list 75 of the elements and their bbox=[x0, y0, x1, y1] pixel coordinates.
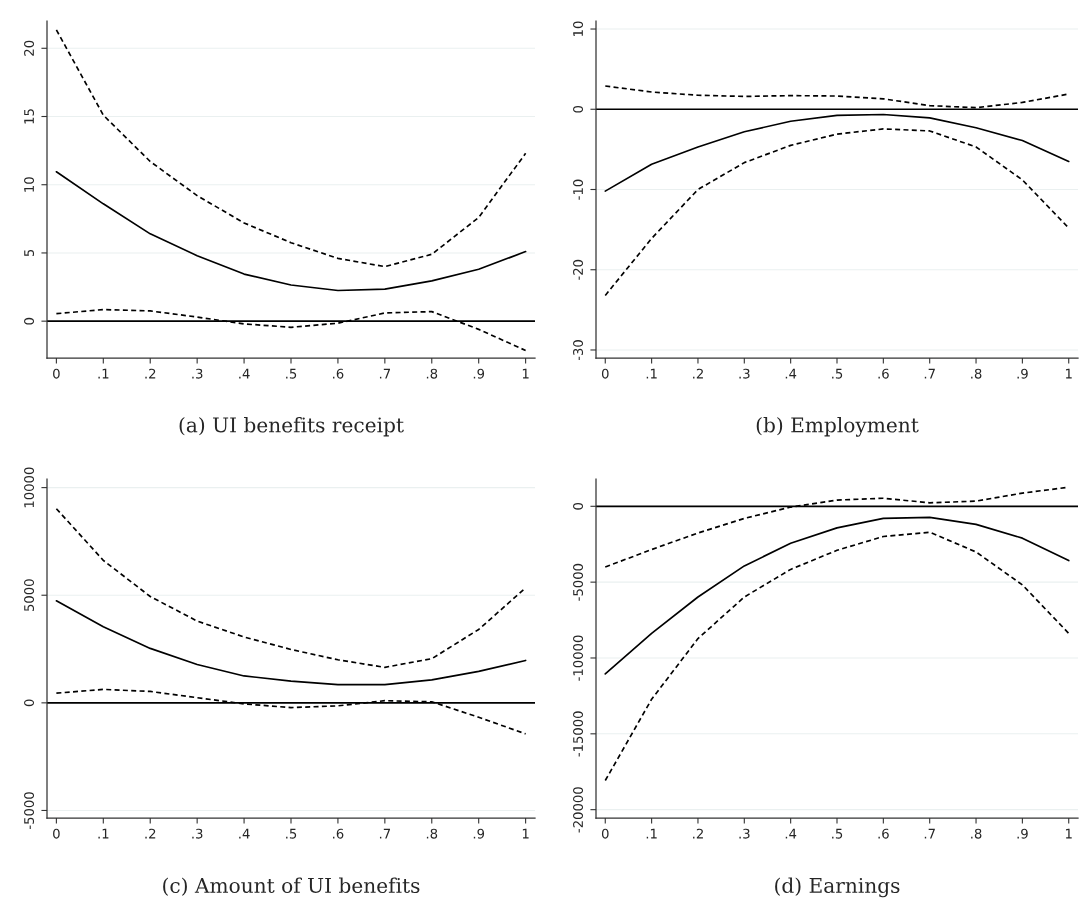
x-tick-label: 0 bbox=[53, 828, 60, 839]
x-tick-label: 0 bbox=[601, 368, 609, 379]
y-tick-label: -20000 bbox=[573, 787, 584, 833]
x-tick-label: .4 bbox=[785, 828, 797, 839]
line-series bbox=[604, 128, 1070, 297]
x-tick-label: .8 bbox=[426, 368, 438, 379]
y-tick-label: 10 bbox=[24, 177, 35, 192]
x-tick-label: .2 bbox=[145, 368, 156, 379]
y-tick-label: 10000 bbox=[24, 467, 35, 508]
x-tick-label: 1 bbox=[522, 368, 529, 379]
x-tick-label: 1 bbox=[1065, 368, 1072, 379]
line-series bbox=[604, 113, 1070, 192]
y-tick-label: 0 bbox=[573, 105, 584, 113]
x-tick-label: .4 bbox=[239, 368, 250, 379]
x-tick-label: .3 bbox=[192, 368, 203, 379]
text: (d) Earnings bbox=[775, 877, 900, 898]
x-tick-label: .9 bbox=[1017, 368, 1028, 379]
y-tick-label: 0 bbox=[24, 699, 35, 707]
y-tick-label: -10 bbox=[573, 179, 584, 200]
x-tick-label: .6 bbox=[878, 368, 889, 379]
x-tick-label: .9 bbox=[473, 368, 485, 379]
y-tick-label: -15000 bbox=[573, 711, 584, 757]
x-tick-label: .9 bbox=[473, 828, 485, 839]
line-series bbox=[604, 516, 1070, 675]
y-tick-label: 0 bbox=[573, 502, 584, 510]
x-tick-label: .6 bbox=[878, 828, 889, 839]
y-tick-label: -30 bbox=[573, 340, 584, 361]
x-tick-label: .1 bbox=[646, 828, 657, 839]
x-tick-label: .2 bbox=[693, 828, 703, 839]
text: (a) UI benefits receipt bbox=[179, 416, 404, 437]
y-tick-label: 0 bbox=[24, 317, 35, 325]
y-tick-label: 10 bbox=[573, 21, 584, 36]
x-tick-label: .7 bbox=[379, 368, 391, 379]
line-series bbox=[55, 170, 527, 292]
x-tick-label: .7 bbox=[924, 368, 935, 379]
x-tick-label: 0 bbox=[601, 828, 609, 839]
line-series bbox=[55, 599, 527, 686]
x-tick-label: 1 bbox=[522, 828, 529, 839]
x-tick-label: .5 bbox=[286, 368, 297, 379]
x-tick-label: .4 bbox=[785, 368, 797, 379]
x-tick-label: .1 bbox=[98, 828, 109, 839]
y-tick-label: -5000 bbox=[24, 792, 35, 829]
x-tick-label: 0 bbox=[53, 368, 60, 379]
x-tick-label: 1 bbox=[1065, 828, 1072, 839]
x-tick-label: .3 bbox=[192, 828, 203, 839]
y-tick-label: 15 bbox=[24, 109, 35, 124]
x-tick-label: .3 bbox=[739, 828, 750, 839]
x-tick-label: .1 bbox=[98, 368, 109, 379]
y-tick-label: -10000 bbox=[573, 635, 584, 681]
text: (b) Employment bbox=[756, 416, 919, 437]
x-tick-label: .8 bbox=[971, 828, 982, 839]
x-tick-label: .1 bbox=[646, 368, 657, 379]
x-tick-label: .7 bbox=[379, 828, 391, 839]
line-series bbox=[604, 531, 1070, 782]
x-tick-label: .6 bbox=[333, 828, 344, 839]
x-tick-label: .6 bbox=[333, 368, 344, 379]
text: (c) Amount of UI benefits bbox=[163, 877, 420, 896]
y-tick-label: -5000 bbox=[573, 563, 584, 601]
x-tick-label: .8 bbox=[971, 368, 982, 379]
y-tick-label: 5000 bbox=[24, 579, 35, 611]
x-tick-label: .4 bbox=[239, 828, 250, 839]
x-tick-label: .3 bbox=[739, 368, 750, 379]
x-tick-label: .5 bbox=[286, 828, 297, 839]
y-tick-label: -20 bbox=[573, 259, 584, 280]
x-tick-label: .9 bbox=[1017, 828, 1028, 839]
y-tick-label: 20 bbox=[24, 40, 35, 56]
line-series bbox=[55, 507, 527, 669]
x-tick-label: .2 bbox=[693, 368, 703, 379]
x-tick-label: .2 bbox=[145, 828, 156, 839]
x-tick-label: .5 bbox=[832, 828, 843, 839]
y-tick-label: 5 bbox=[24, 249, 35, 257]
line-series bbox=[55, 29, 527, 268]
x-tick-label: .8 bbox=[426, 828, 438, 839]
x-tick-label: .7 bbox=[924, 828, 935, 839]
x-tick-label: .5 bbox=[832, 368, 843, 379]
